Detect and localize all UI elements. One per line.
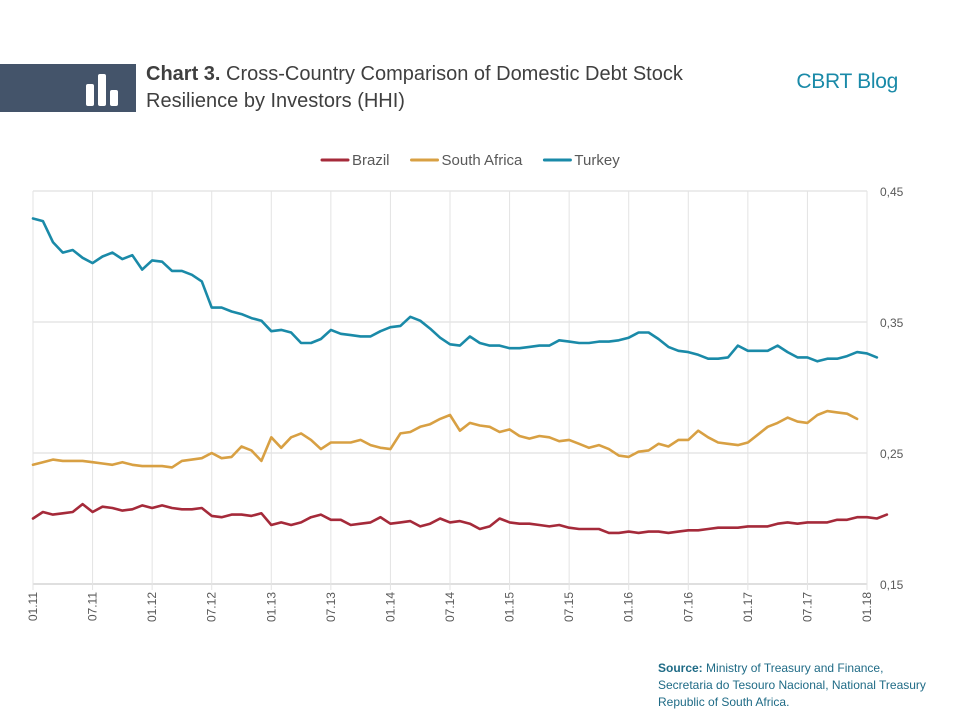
brand-label: CBRT Blog — [796, 70, 898, 93]
legend: Brazil South Africa Turkey — [320, 152, 620, 169]
x-tick-label: 07.16 — [681, 592, 695, 622]
y-tick-label: 0,25 — [880, 447, 904, 461]
x-tick-label: 01.18 — [860, 592, 874, 622]
header-band — [0, 64, 136, 112]
source-text: Ministry of Treasury and Finance, Secret… — [658, 661, 926, 709]
legend-label-turkey: Turkey — [574, 152, 620, 169]
legend-label-brazil: Brazil — [352, 152, 390, 169]
series-line-south-africa — [31, 409, 859, 469]
bar-chart-icon — [86, 74, 118, 106]
series-line-brazil — [31, 502, 889, 535]
x-tick-label: 07.15 — [562, 592, 576, 622]
chart-title: Chart 3. Cross-Country Comparison of Dom… — [146, 61, 706, 115]
x-axis: 01.11 07.11 01.12 07.12 01.13 07.13 01.14 07.14… — [26, 191, 874, 622]
legend-label-south-africa: South Africa — [442, 152, 524, 169]
x-tick-label: 07.11 — [86, 592, 100, 621]
x-tick-label: 01.15 — [503, 592, 517, 622]
x-tick-label: 07.17 — [800, 592, 814, 622]
x-tick-label: 07.13 — [324, 592, 338, 622]
chart-number: Chart 3. — [146, 63, 221, 85]
series-line-turkey — [31, 217, 879, 363]
source-label: Source: — [658, 661, 703, 675]
x-tick-label: 01.11 — [26, 592, 40, 621]
series-lines — [31, 217, 889, 535]
grid-lines: 0,45 0,35 0,25 0,15 — [33, 185, 904, 592]
x-tick-label: 01.13 — [264, 592, 278, 622]
x-tick-label: 07.12 — [205, 592, 219, 622]
source-note: Source: Ministry of Treasury and Finance… — [658, 660, 928, 711]
x-tick-label: 01.12 — [145, 592, 159, 622]
x-tick-label: 01.17 — [741, 592, 755, 622]
x-tick-label: 01.16 — [622, 592, 636, 622]
x-tick-label: 01.14 — [383, 592, 397, 622]
y-tick-label: 0,15 — [880, 578, 904, 592]
y-tick-label: 0,35 — [880, 316, 904, 330]
y-tick-label: 0,45 — [880, 185, 904, 199]
x-tick-label: 07.14 — [443, 592, 457, 622]
chart-title-text: Cross-Country Comparison of Domestic Deb… — [146, 63, 683, 112]
